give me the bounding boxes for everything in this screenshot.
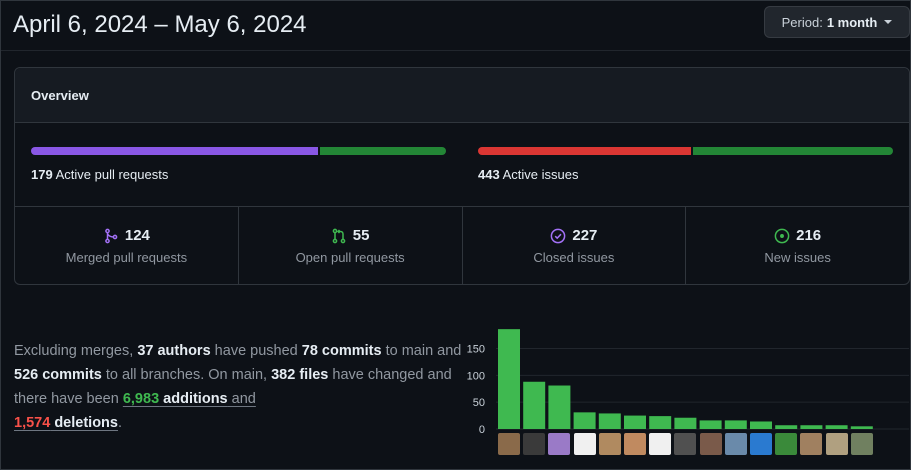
y-tick-label: 0 xyxy=(479,424,485,436)
active-issues-count: 443 xyxy=(478,167,500,182)
author-avatar[interactable] xyxy=(598,433,621,455)
period-label: Period: xyxy=(781,14,823,30)
author-avatar[interactable] xyxy=(850,433,873,455)
files-changed-count: 382 files xyxy=(271,367,329,383)
chart-bar[interactable] xyxy=(498,329,520,429)
open-segment xyxy=(320,147,446,155)
chart-bar[interactable] xyxy=(724,420,747,429)
summary-text: . xyxy=(117,415,123,431)
y-tick-label: 50 xyxy=(473,397,485,409)
open-pr-label: Open pull requests xyxy=(295,250,405,265)
merged-pr-label: Merged pull requests xyxy=(65,250,188,265)
merged-pull-requests-stat[interactable]: 124 Merged pull requests xyxy=(15,207,239,285)
author-avatar[interactable] xyxy=(498,433,520,455)
author-avatar[interactable] xyxy=(624,433,646,455)
author-avatar[interactable] xyxy=(649,433,672,455)
author-avatar[interactable] xyxy=(523,433,546,455)
chart-bar[interactable] xyxy=(850,426,873,429)
stats-row: 124 Merged pull requests 55 Open pull re… xyxy=(15,207,909,285)
summary-text: have changed and there have been xyxy=(14,367,452,407)
chart-bar[interactable] xyxy=(775,425,798,429)
chart-bar[interactable] xyxy=(750,421,772,429)
active-pull-requests-text: Active pull requests xyxy=(55,167,169,182)
pull-requests-progress-bar xyxy=(31,147,446,155)
closed-issues-label: Closed issues xyxy=(533,250,615,265)
closed-segment xyxy=(478,147,691,155)
chart-bar[interactable] xyxy=(674,417,697,429)
commit-summary-text: Excluding merges, 37 authors have pushed… xyxy=(14,339,464,435)
summary-text: have pushed xyxy=(210,343,302,359)
author-avatar[interactable] xyxy=(724,433,747,455)
period-header: April 6, 2024 – May 6, 2024 Period: 1 mo… xyxy=(1,1,910,51)
author-avatar[interactable] xyxy=(825,433,848,455)
pull-requests-summary[interactable]: 179 Active pull requests xyxy=(31,147,446,182)
additions-count: 6,983 xyxy=(122,391,160,407)
merged-pr-icon xyxy=(105,228,118,243)
new-issues-count: 216 xyxy=(796,227,822,244)
chart-bar[interactable] xyxy=(800,425,823,429)
active-pull-requests-count: 179 xyxy=(31,167,53,182)
chart-bar[interactable] xyxy=(649,416,672,429)
authors-count: 37 authors xyxy=(137,343,211,359)
merged-segment xyxy=(31,147,319,155)
author-avatar[interactable] xyxy=(750,433,772,455)
bar-chart-svg: 150 100 50 0 xyxy=(467,329,909,436)
summary-text: Excluding merges, xyxy=(14,343,138,359)
chart-bar[interactable] xyxy=(699,420,722,429)
summary-text: to all branches. On main, xyxy=(101,367,272,383)
activity-bars-row: 179 Active pull requests 443 Active issu… xyxy=(15,123,909,207)
author-avatar[interactable] xyxy=(548,433,571,455)
chart-bar[interactable] xyxy=(573,412,596,429)
overview-box: Overview 179 Active pull requests 443 Ac… xyxy=(14,67,910,285)
closed-issues-stat[interactable]: 227 Closed issues xyxy=(463,207,687,285)
active-pull-requests-label: 179 Active pull requests xyxy=(31,167,446,182)
chart-bar[interactable] xyxy=(598,413,621,429)
chart-bar[interactable] xyxy=(523,381,546,429)
commits-all-count: 526 commits xyxy=(14,367,102,383)
deletions-word: deletions xyxy=(50,415,118,431)
author-avatar[interactable] xyxy=(699,433,722,455)
issues-summary[interactable]: 443 Active issues xyxy=(478,147,893,182)
new-segment xyxy=(692,147,893,155)
active-issues-label: 443 Active issues xyxy=(478,167,893,182)
additions-link[interactable]: 6,983 additions and xyxy=(123,391,256,407)
active-issues-text: Active issues xyxy=(502,167,579,182)
closed-issues-count: 227 xyxy=(572,227,598,244)
summary-text: to main and xyxy=(381,343,462,359)
merged-pr-count: 124 xyxy=(124,227,150,244)
author-avatar[interactable] xyxy=(573,433,596,455)
closed-issue-icon xyxy=(551,228,566,243)
overview-title: Overview xyxy=(31,88,89,103)
summary-text: and xyxy=(227,391,256,407)
commits-main-count: 78 commits xyxy=(301,343,382,359)
author-avatar[interactable] xyxy=(674,433,697,455)
open-pr-count: 55 xyxy=(352,227,370,244)
period-value: 1 month xyxy=(826,14,878,30)
deletions-link[interactable]: 1,574 deletions xyxy=(14,415,118,431)
y-tick-label: 150 xyxy=(467,343,485,355)
open-pull-requests-stat[interactable]: 55 Open pull requests xyxy=(239,207,463,285)
new-issue-icon xyxy=(774,228,790,243)
overview-header: Overview xyxy=(15,68,909,123)
new-issues-label: New issues xyxy=(764,250,831,265)
caret-down-icon xyxy=(884,20,893,24)
chart-bar[interactable] xyxy=(548,385,571,429)
open-pr-icon xyxy=(332,228,346,243)
date-range-title: April 6, 2024 – May 6, 2024 xyxy=(13,11,307,38)
y-tick-label: 100 xyxy=(467,370,485,382)
deletions-count: 1,574 xyxy=(14,415,51,431)
author-avatar[interactable] xyxy=(800,433,823,455)
commits-by-author-chart: 150 100 50 0 xyxy=(461,319,909,459)
chart-bar[interactable] xyxy=(624,415,646,429)
issues-progress-bar xyxy=(478,147,893,155)
new-issues-stat[interactable]: 216 New issues xyxy=(686,207,909,285)
period-dropdown-button[interactable]: Period: 1 month xyxy=(764,6,910,38)
chart-bar[interactable] xyxy=(825,425,848,429)
author-avatar[interactable] xyxy=(775,433,798,455)
additions-word: additions xyxy=(159,391,228,407)
